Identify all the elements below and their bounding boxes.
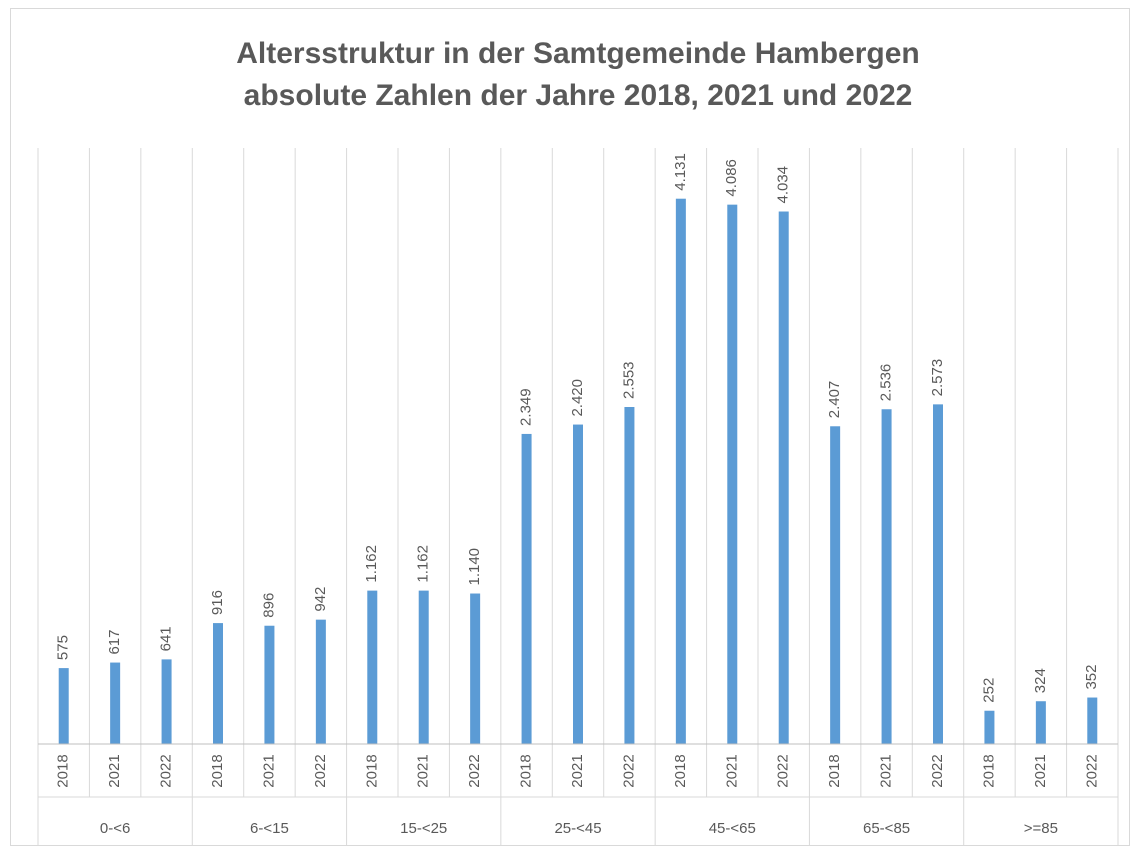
value-label: 575 — [55, 635, 72, 660]
bar — [110, 662, 121, 744]
group-label: 65-<85 — [863, 820, 910, 837]
x-tick-label: 2018 — [55, 754, 72, 787]
x-tick-label: 2018 — [363, 754, 380, 787]
value-label: 896 — [260, 593, 277, 618]
value-label: 4.086 — [723, 159, 740, 197]
x-tick-label: 2021 — [723, 754, 740, 787]
x-tick-label: 2021 — [1032, 754, 1049, 787]
value-label: 2.420 — [569, 379, 586, 417]
bar — [521, 433, 532, 744]
x-tick-label: 2022 — [775, 754, 792, 787]
x-tick-label: 2018 — [980, 754, 997, 787]
bar — [418, 590, 429, 744]
x-tick-label: 2021 — [260, 754, 277, 787]
bar — [264, 625, 275, 744]
bar — [1035, 701, 1046, 744]
x-tick-label: 2022 — [158, 754, 175, 787]
value-label: 942 — [312, 587, 329, 612]
x-tick-label: 2022 — [620, 754, 637, 787]
value-label: 2.349 — [518, 388, 535, 426]
bar — [933, 404, 943, 744]
bar — [470, 593, 481, 744]
x-tick-label: 2021 — [106, 754, 123, 787]
bar — [315, 619, 326, 744]
value-label: 2.407 — [826, 381, 843, 419]
value-label: 252 — [980, 678, 997, 703]
value-label: 916 — [209, 590, 226, 615]
x-tick-label: 2018 — [672, 754, 689, 787]
chart-border — [10, 8, 1130, 846]
value-label: 2.553 — [620, 361, 637, 399]
bar — [1087, 697, 1098, 744]
bar — [367, 590, 378, 744]
bar — [881, 409, 892, 744]
value-label: 2.573 — [929, 359, 946, 397]
group-label: 0-<6 — [100, 820, 130, 837]
x-tick-label: 2021 — [415, 754, 432, 787]
x-tick-label: 2018 — [209, 754, 226, 787]
bar — [984, 710, 995, 744]
bar — [58, 668, 69, 744]
group-label: 15-<25 — [400, 820, 447, 837]
value-label: 324 — [1032, 668, 1049, 693]
chart-subtitle: absolute Zahlen der Jahre 2018, 2021 und… — [244, 79, 913, 112]
x-tick-label: 2022 — [929, 754, 946, 787]
bar — [161, 659, 172, 744]
x-tick-label: 2021 — [878, 754, 895, 787]
bar — [727, 204, 738, 744]
bar — [778, 211, 789, 745]
x-tick-label: 2018 — [826, 754, 843, 787]
value-label: 2.536 — [878, 364, 895, 402]
x-tick-label: 2022 — [466, 754, 483, 787]
group-label: 6-<15 — [250, 820, 289, 837]
bar — [624, 407, 635, 744]
value-label: 1.162 — [363, 545, 380, 583]
bar — [675, 198, 686, 744]
value-label: 617 — [106, 630, 123, 655]
group-label: 45-<65 — [709, 820, 756, 837]
x-tick-label: 2022 — [312, 754, 329, 787]
value-label: 641 — [158, 626, 175, 651]
group-label: 25-<45 — [554, 820, 601, 837]
value-label: 4.034 — [775, 166, 792, 204]
value-label: 1.162 — [415, 545, 432, 583]
x-tick-label: 2018 — [518, 754, 535, 787]
x-tick-label: 2022 — [1083, 754, 1100, 787]
chart-title: Altersstruktur in der Samtgemeinde Hambe… — [236, 37, 920, 70]
bar — [213, 623, 223, 744]
value-label: 352 — [1083, 665, 1100, 690]
value-label: 4.131 — [672, 153, 689, 191]
value-label: 1.140 — [466, 548, 483, 586]
x-tick-label: 2021 — [569, 754, 586, 787]
group-label: >=85 — [1024, 820, 1058, 837]
bar — [830, 426, 841, 744]
bar — [573, 424, 583, 744]
